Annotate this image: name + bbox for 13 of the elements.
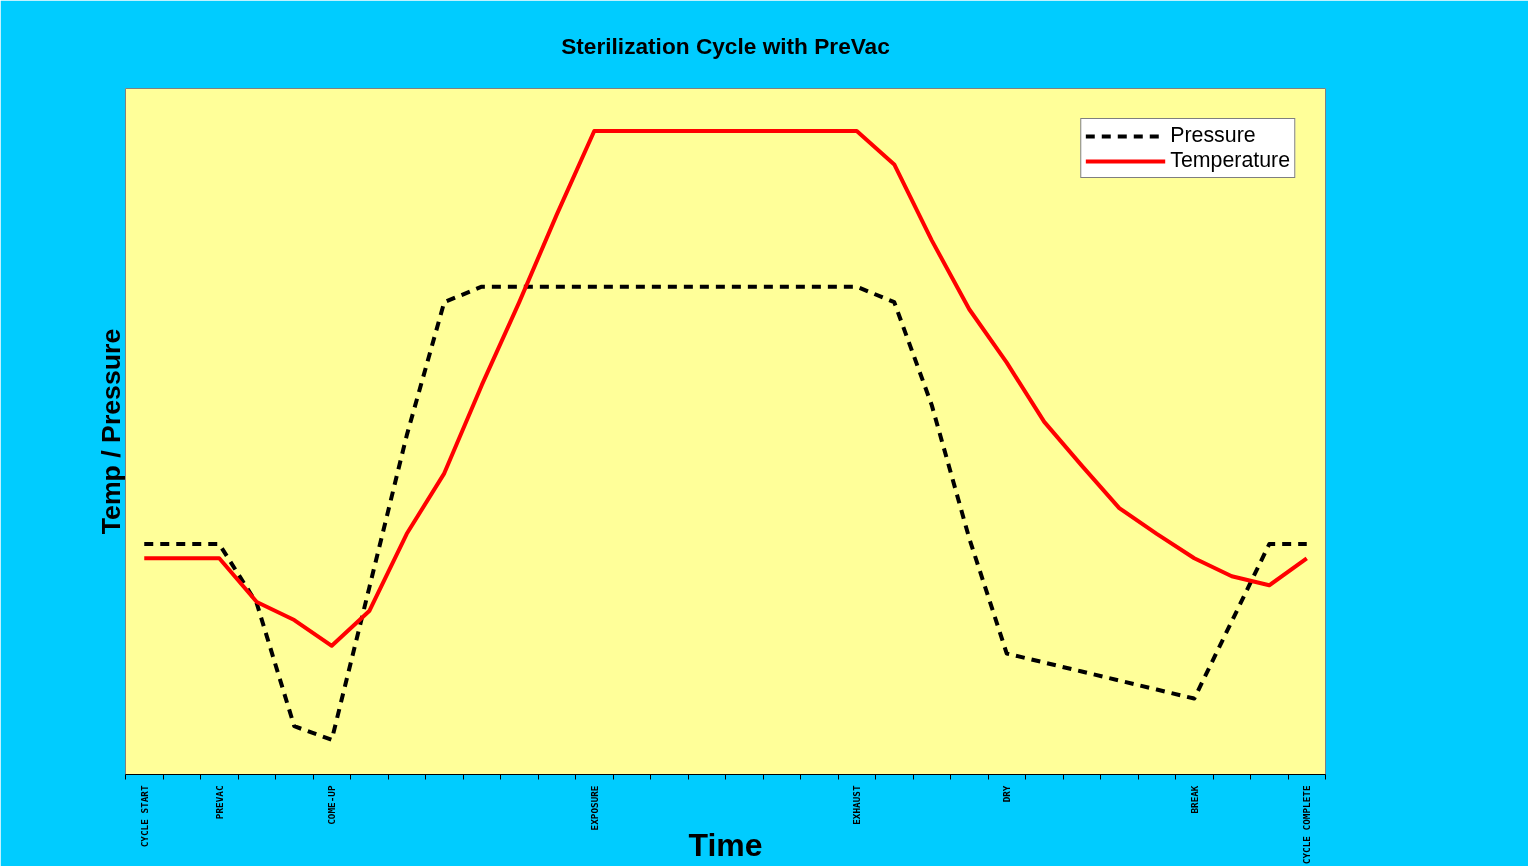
x-tick-label: PREVAC (213, 785, 225, 820)
x-tick-label: EXHAUST (851, 785, 863, 825)
x-tick-label: BREAK (1188, 785, 1200, 814)
x-tick-label: EXPOSURE (588, 785, 600, 831)
chart-title: Sterilization Cycle with PreVac (561, 32, 890, 59)
legend-label: Pressure (1170, 123, 1256, 148)
x-tick-label: CYCLE START (138, 785, 150, 848)
x-tick-label: CYCLE COMPLETE (1301, 785, 1313, 865)
legend-label: Temperature (1170, 148, 1290, 173)
x-tick-label: COME-UP (326, 785, 338, 825)
y-axis-title: Temp / Pressure (95, 328, 126, 535)
x-tick-label: DRY (1001, 785, 1013, 803)
x-axis-title: Time (688, 827, 763, 864)
